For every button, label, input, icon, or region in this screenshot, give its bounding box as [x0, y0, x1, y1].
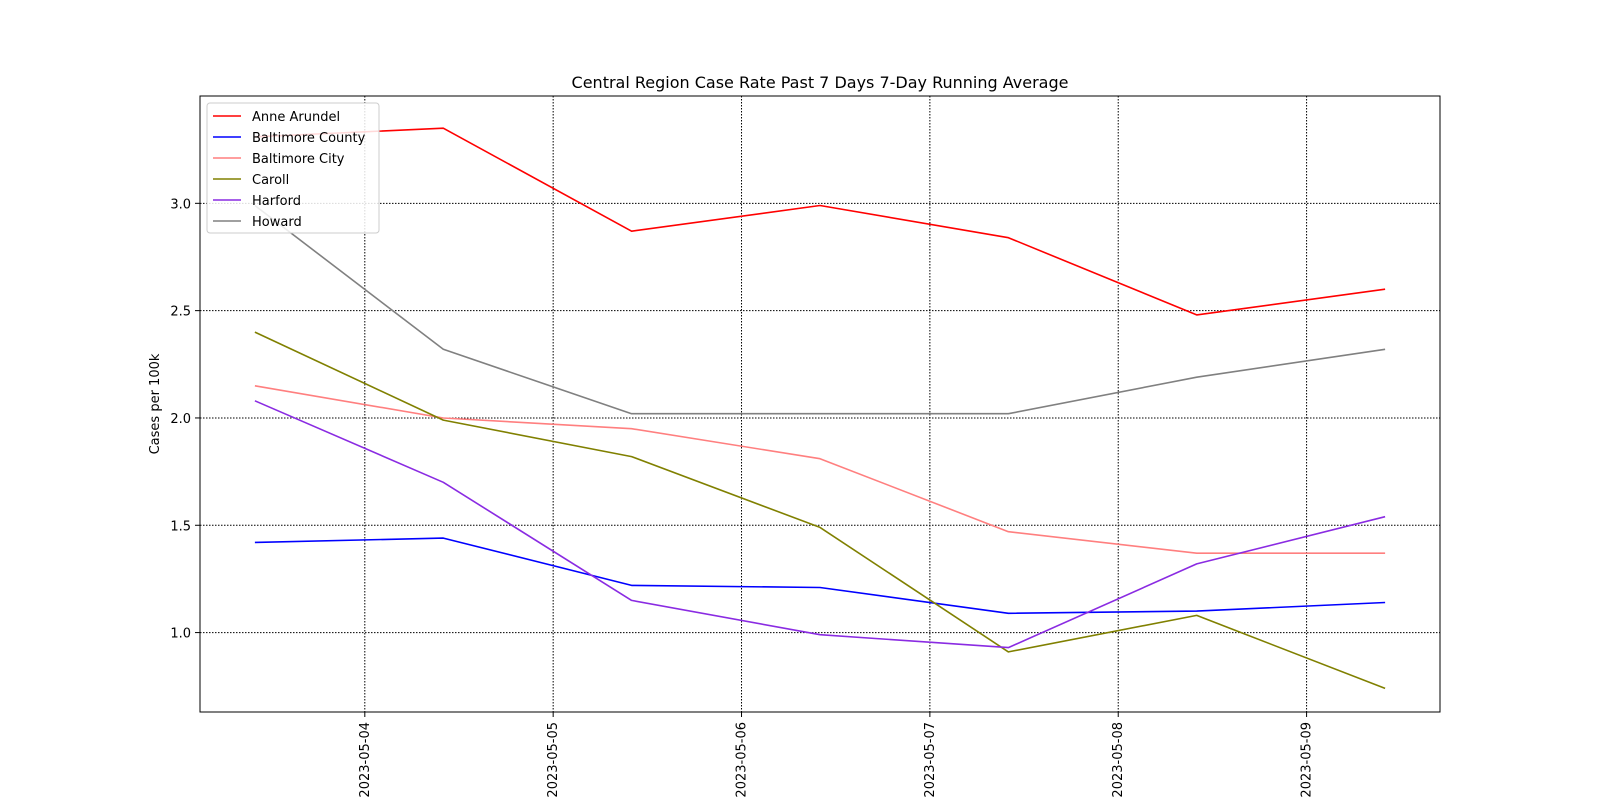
- legend-label: Baltimore City: [252, 152, 345, 167]
- y-tick-label: 3.0: [170, 197, 191, 212]
- plot-frame: [199, 95, 1441, 713]
- x-tick-label: 2023-05-06: [735, 722, 750, 798]
- series-line: [254, 204, 1386, 415]
- y-tick-label: 1.5: [170, 519, 191, 534]
- x-tick-label: 2023-05-05: [546, 722, 561, 798]
- legend-label: Howard: [252, 215, 302, 230]
- legend-label: Caroll: [252, 173, 289, 188]
- series-lines: [254, 127, 1386, 690]
- x-tick-label: 2023-05-07: [923, 722, 938, 798]
- y-axis-ticks: 1.0 1.5 2.0 2.5 3.0: [170, 197, 200, 642]
- x-tick-label: 2023-05-09: [1300, 722, 1315, 798]
- x-axis-ticks: 2023-05-04 2023-05-05 2023-05-06 2023-05-07…: [358, 712, 1315, 798]
- x-tick-label: 2023-05-08: [1111, 722, 1126, 798]
- y-axis-label: Cases per 100k: [148, 353, 163, 454]
- series-line: [254, 331, 1386, 690]
- chart-title: Central Region Case Rate Past 7 Days 7-D…: [572, 73, 1069, 92]
- y-tick-label: 1.0: [170, 627, 191, 642]
- series-line: [254, 537, 1386, 615]
- y-tick-label: 2.0: [170, 412, 191, 427]
- legend-label: Harford: [252, 194, 301, 209]
- legend-label: Anne Arundel: [252, 110, 340, 125]
- y-tick-label: 2.5: [170, 305, 191, 320]
- legend: Anne Arundel Baltimore County Baltimore Ci…: [206, 102, 380, 234]
- x-tick-label: 2023-05-04: [358, 722, 373, 798]
- legend-box: [206, 102, 380, 234]
- series-line: [254, 127, 1386, 316]
- legend-label: Baltimore County: [252, 131, 366, 146]
- series-line: [254, 385, 1386, 555]
- series-line: [254, 400, 1386, 649]
